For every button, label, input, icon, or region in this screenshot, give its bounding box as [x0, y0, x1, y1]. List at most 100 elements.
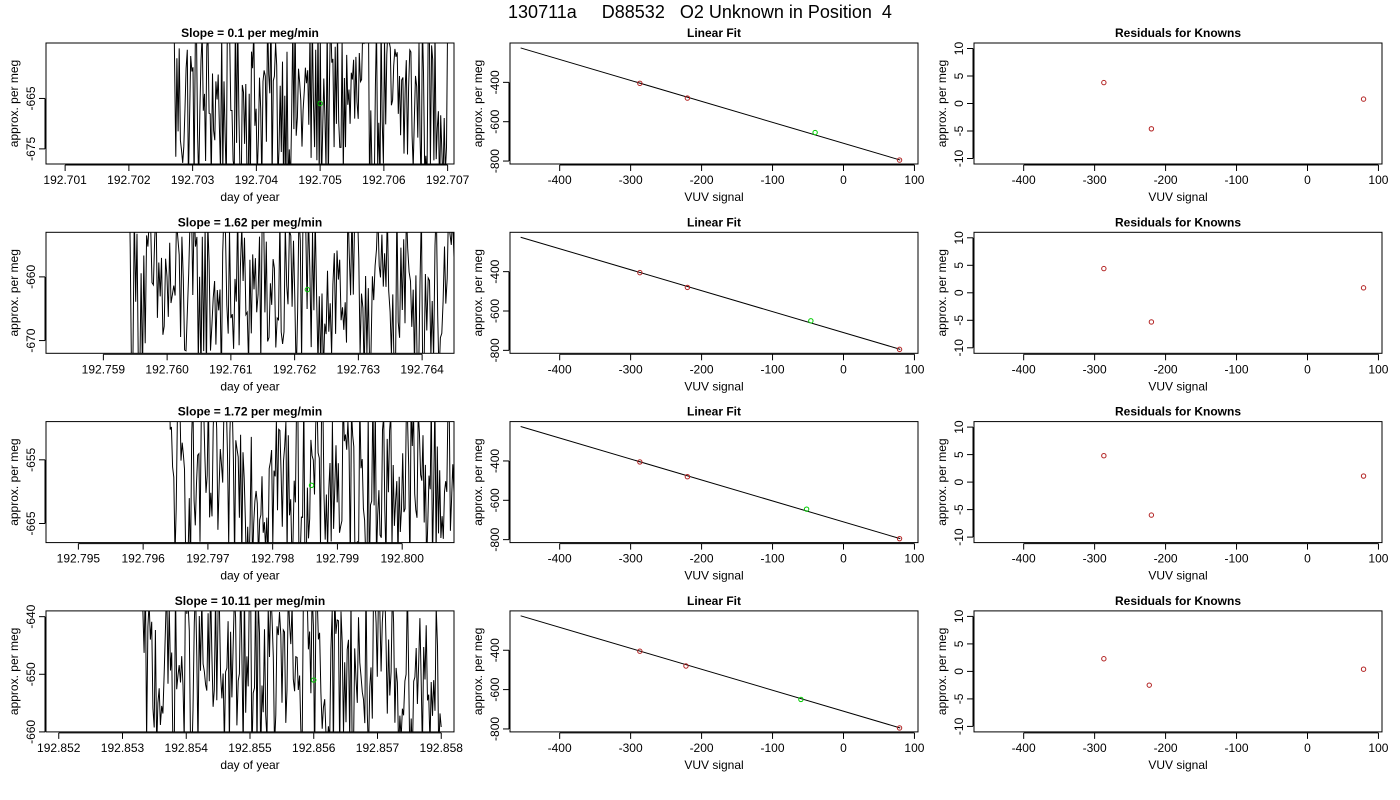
- x-tick-label: 0: [840, 741, 847, 755]
- x-tick-label: -200: [1154, 362, 1178, 376]
- x-tick-label: 192.798: [251, 552, 295, 566]
- x-tick-label: 192.706: [362, 173, 406, 187]
- x-tick-label: 192.762: [273, 362, 317, 376]
- unknown-mean-point: [317, 100, 323, 107]
- y-axis-label: approx. per meg: [935, 60, 949, 147]
- x-tick-label: 192.799: [316, 552, 360, 566]
- panel-fit: Linear Fit -400 -300 -200 -100 0 100 VUV signal…: [471, 26, 925, 204]
- x-tick-label: 192.701: [43, 173, 87, 187]
- plot-frame: [973, 421, 1383, 544]
- y-axis-label: approx. per meg: [7, 438, 21, 525]
- plot-frame: [45, 231, 455, 354]
- x-tick-label: 192.857: [356, 741, 400, 755]
- residual-point: [1101, 79, 1107, 86]
- residual-point: [1360, 666, 1367, 672]
- unknown-mean-point: [304, 286, 311, 293]
- y-tick-label: 0: [952, 100, 966, 107]
- y-axis-label: approx. per meg: [935, 438, 949, 525]
- x-tick-label: 0: [840, 362, 847, 376]
- plot-frame: [973, 610, 1383, 733]
- fit-line: [520, 47, 901, 161]
- plot-data: [520, 47, 903, 163]
- unknown-mean-point: [308, 482, 315, 488]
- x-tick-label: 192.707: [426, 173, 470, 187]
- residual-point: [1148, 126, 1155, 132]
- fit-line: [520, 615, 901, 729]
- plot-data: [173, 43, 448, 164]
- x-tick-label: -200: [690, 741, 714, 755]
- y-tick-label: -660: [24, 265, 38, 289]
- plot-data: [520, 615, 903, 731]
- x-tick-label: 100: [1368, 552, 1388, 566]
- x-tick-label: 100: [904, 741, 924, 755]
- panel-title: Linear Fit: [687, 594, 741, 608]
- unknown-point: [803, 506, 810, 512]
- x-tick-label: 192.705: [298, 173, 342, 187]
- panel-residuals: Residuals for Knowns-400 -300 -200 -100 0 100…: [935, 594, 1389, 772]
- x-tick-label: 192.760: [145, 362, 189, 376]
- known-point: [637, 269, 643, 276]
- plot-frame: [509, 610, 919, 733]
- x-axis-label: VUV signal: [684, 758, 743, 772]
- x-tick-label: 192.854: [165, 741, 209, 755]
- page-title: 130711a D88532 O2 Unknown in Position 4: [508, 2, 892, 22]
- y-tick-label: -5: [952, 693, 966, 704]
- y-axis-label: approx. per meg: [7, 249, 21, 336]
- panel-title: Slope = 0.1 per meg/min: [181, 26, 319, 40]
- x-tick-label: -200: [690, 362, 714, 376]
- panel-timeseries: Slope = 10.11 per meg/min 192.852 192.853 1…: [7, 594, 463, 772]
- x-axis-label: VUV signal: [1148, 758, 1207, 772]
- residual-point: [1360, 96, 1367, 102]
- x-tick-label: 192.704: [235, 173, 279, 187]
- x-tick-label: 0: [840, 552, 847, 566]
- x-tick-label: 100: [1368, 741, 1388, 755]
- x-axis-label: VUV signal: [1148, 379, 1207, 393]
- y-tick-label: -400: [488, 449, 502, 473]
- x-tick-label: 192.761: [209, 362, 253, 376]
- y-axis-label: approx. per meg: [935, 249, 949, 336]
- panel-title: Linear Fit: [687, 405, 741, 419]
- x-tick-label: 0: [1304, 741, 1311, 755]
- known-point: [637, 80, 643, 87]
- x-tick-label: -400: [548, 741, 572, 755]
- y-tick-label: 5: [952, 640, 966, 647]
- unknown-point: [808, 318, 814, 324]
- x-tick-label: 192.852: [37, 741, 81, 755]
- panel-title: Slope = 1.62 per meg/min: [178, 215, 322, 229]
- known-point: [637, 648, 643, 654]
- y-tick-label: -600: [488, 299, 502, 323]
- y-tick-label: 0: [952, 289, 966, 296]
- x-tick-label: -400: [1012, 173, 1036, 187]
- x-tick-label: -200: [1154, 741, 1178, 755]
- x-tick-label: -200: [690, 173, 714, 187]
- x-tick-label: 100: [904, 552, 924, 566]
- y-tick-label: 5: [952, 451, 966, 458]
- x-tick-label: -300: [1083, 552, 1107, 566]
- unknown-mean-point: [311, 677, 317, 683]
- plot-data: [520, 236, 903, 353]
- x-tick-label: -100: [1225, 173, 1249, 187]
- y-tick-label: -10: [952, 717, 966, 735]
- x-tick-label: -100: [761, 173, 785, 187]
- y-axis-label: approx. per meg: [935, 628, 949, 715]
- y-tick-label: -400: [488, 259, 502, 283]
- known-point: [684, 284, 691, 291]
- plot-data: [169, 421, 454, 543]
- known-point: [637, 459, 643, 465]
- residual-point: [1360, 473, 1367, 479]
- panel-title: Residuals for Knowns: [1115, 26, 1241, 40]
- panel-timeseries: Slope = 0.1 per meg/min 192.701 192.702 192…: [7, 26, 470, 204]
- x-tick-label: -200: [690, 552, 714, 566]
- x-tick-label: 0: [840, 173, 847, 187]
- y-tick-label: -655: [24, 447, 38, 471]
- y-tick-label: -400: [488, 70, 502, 94]
- residual-point: [1101, 265, 1107, 272]
- x-tick-label: 192.764: [400, 362, 444, 376]
- x-tick-label: -100: [761, 552, 785, 566]
- x-tick-label: 100: [904, 362, 924, 376]
- y-tick-label: -5: [952, 504, 966, 515]
- known-point: [683, 663, 689, 669]
- y-tick-label: -800: [488, 149, 502, 173]
- panel-title: Residuals for Knowns: [1115, 594, 1241, 608]
- plot-data: [129, 232, 454, 354]
